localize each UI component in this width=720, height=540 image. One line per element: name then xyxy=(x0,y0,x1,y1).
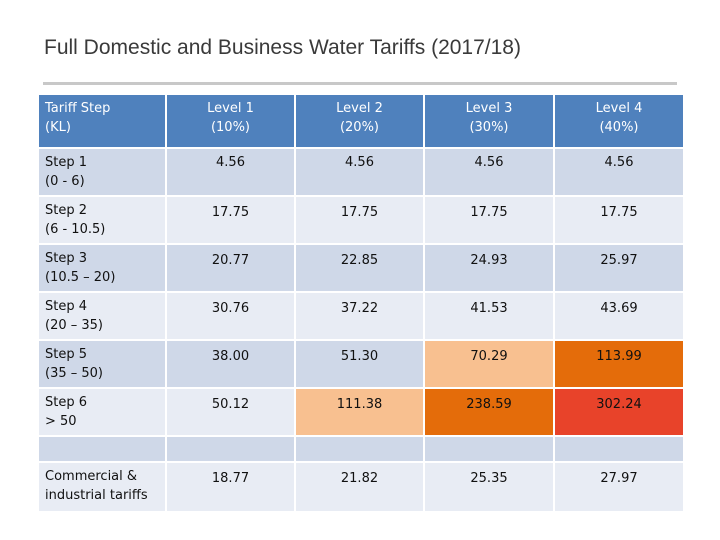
row-label: Step 1 (0 - 6) xyxy=(37,147,167,197)
header-level-2-line1: Level 2 xyxy=(336,101,383,116)
table-row: Step 2 (6 - 10.5) 17.75 17.75 17.75 17.75 xyxy=(37,195,685,245)
table-cell-empty xyxy=(37,435,167,463)
row-label: Step 4 (20 – 35) xyxy=(37,291,167,341)
row-label: Step 3 (10.5 – 20) xyxy=(37,243,167,293)
table-cell: 24.93 xyxy=(423,243,555,293)
table-cell: 27.97 xyxy=(553,461,685,513)
table-cell-empty xyxy=(553,435,685,463)
table-cell: 30.76 xyxy=(165,291,296,341)
row-label: Step 2 (6 - 10.5) xyxy=(37,195,167,245)
table-row: Step 5 (35 – 50) 38.00 51.30 70.29 113.99 xyxy=(37,339,685,389)
row-label-line2: (0 - 6) xyxy=(45,174,85,189)
header-level-2: Level 2 (20%) xyxy=(294,93,425,149)
header-level-1-line2: (10%) xyxy=(210,120,251,135)
row-label-line2: industrial tariffs xyxy=(45,488,148,503)
table-cell: 4.56 xyxy=(294,147,425,197)
row-label-line1: Step 1 xyxy=(45,155,88,170)
table-cell-empty xyxy=(165,435,296,463)
table-cell-highlight-light-orange: 111.38 xyxy=(294,387,425,437)
table-cell: 51.30 xyxy=(294,339,425,389)
table-cell: 21.82 xyxy=(294,461,425,513)
header-tariff-step-line1: Tariff Step xyxy=(45,101,111,116)
row-label-line1: Step 5 xyxy=(45,347,88,362)
row-label-line1: Step 3 xyxy=(45,251,88,266)
table-cell: 38.00 xyxy=(165,339,296,389)
page-title: Full Domestic and Business Water Tariffs… xyxy=(44,36,521,59)
header-tariff-step: Tariff Step (KL) xyxy=(37,93,167,149)
table-row: Step 1 (0 - 6) 4.56 4.56 4.56 4.56 xyxy=(37,147,685,197)
row-label-line2: (20 – 35) xyxy=(45,318,103,333)
row-label-line2: (35 – 50) xyxy=(45,366,103,381)
table-cell: 17.75 xyxy=(553,195,685,245)
table-row: Commercial & industrial tariffs 18.77 21.… xyxy=(37,461,685,513)
table-cell-highlight-orange: 113.99 xyxy=(553,339,685,389)
table-row: Step 3 (10.5 – 20) 20.77 22.85 24.93 25.9… xyxy=(37,243,685,293)
header-level-2-line2: (20%) xyxy=(339,120,380,135)
row-label-line2: (6 - 10.5) xyxy=(45,222,106,237)
row-label: Step 5 (35 – 50) xyxy=(37,339,167,389)
table-cell-empty xyxy=(423,435,555,463)
table-cell-empty xyxy=(294,435,425,463)
table-cell: 4.56 xyxy=(423,147,555,197)
header-level-1: Level 1 (10%) xyxy=(165,93,296,149)
table-cell-highlight-light-orange: 70.29 xyxy=(423,339,555,389)
header-level-4-line1: Level 4 xyxy=(595,101,643,116)
table-cell: 37.22 xyxy=(294,291,425,341)
title-divider xyxy=(43,82,677,85)
table-header-row: Tariff Step (KL) Level 1 (10%) Level 2 (… xyxy=(37,93,685,149)
row-label-line2: > 50 xyxy=(45,414,77,429)
table-cell: 20.77 xyxy=(165,243,296,293)
table-row: Step 4 (20 – 35) 30.76 37.22 41.53 43.69 xyxy=(37,291,685,341)
header-level-3-line2: (30%) xyxy=(469,120,509,135)
header-level-3-line1: Level 3 xyxy=(465,101,513,116)
table-cell: 25.97 xyxy=(553,243,685,293)
row-label-line1: Step 4 xyxy=(45,299,88,314)
header-level-4: Level 4 (40%) xyxy=(553,93,685,149)
row-label-line1: Step 2 xyxy=(45,203,88,218)
table-cell: 50.12 xyxy=(165,387,296,437)
row-label-line1: Step 6 xyxy=(45,395,88,410)
table-cell: 4.56 xyxy=(553,147,685,197)
row-label: Commercial & industrial tariffs xyxy=(37,461,167,513)
table-cell: 17.75 xyxy=(165,195,296,245)
table-cell: 25.35 xyxy=(423,461,555,513)
tariff-table: Tariff Step (KL) Level 1 (10%) Level 2 (… xyxy=(37,93,685,513)
table-cell: 17.75 xyxy=(294,195,425,245)
table-cell: 22.85 xyxy=(294,243,425,293)
header-tariff-step-line2: (KL) xyxy=(45,120,71,135)
row-label-line1: Commercial & xyxy=(45,469,138,484)
table-cell-highlight-orange: 238.59 xyxy=(423,387,555,437)
header-level-3: Level 3 (30%) xyxy=(423,93,555,149)
table-row-empty xyxy=(37,435,685,463)
header-level-4-line2: (40%) xyxy=(599,120,639,135)
table-cell: 43.69 xyxy=(553,291,685,341)
table-cell-highlight-red: 302.24 xyxy=(553,387,685,437)
table-row: Step 6 > 50 50.12 111.38 238.59 302.24 xyxy=(37,387,685,437)
table-cell: 17.75 xyxy=(423,195,555,245)
row-label: Step 6 > 50 xyxy=(37,387,167,437)
header-level-1-line1: Level 1 xyxy=(207,101,254,116)
table-cell: 4.56 xyxy=(165,147,296,197)
row-label-line2: (10.5 – 20) xyxy=(45,270,116,285)
table-cell: 18.77 xyxy=(165,461,296,513)
table-cell: 41.53 xyxy=(423,291,555,341)
